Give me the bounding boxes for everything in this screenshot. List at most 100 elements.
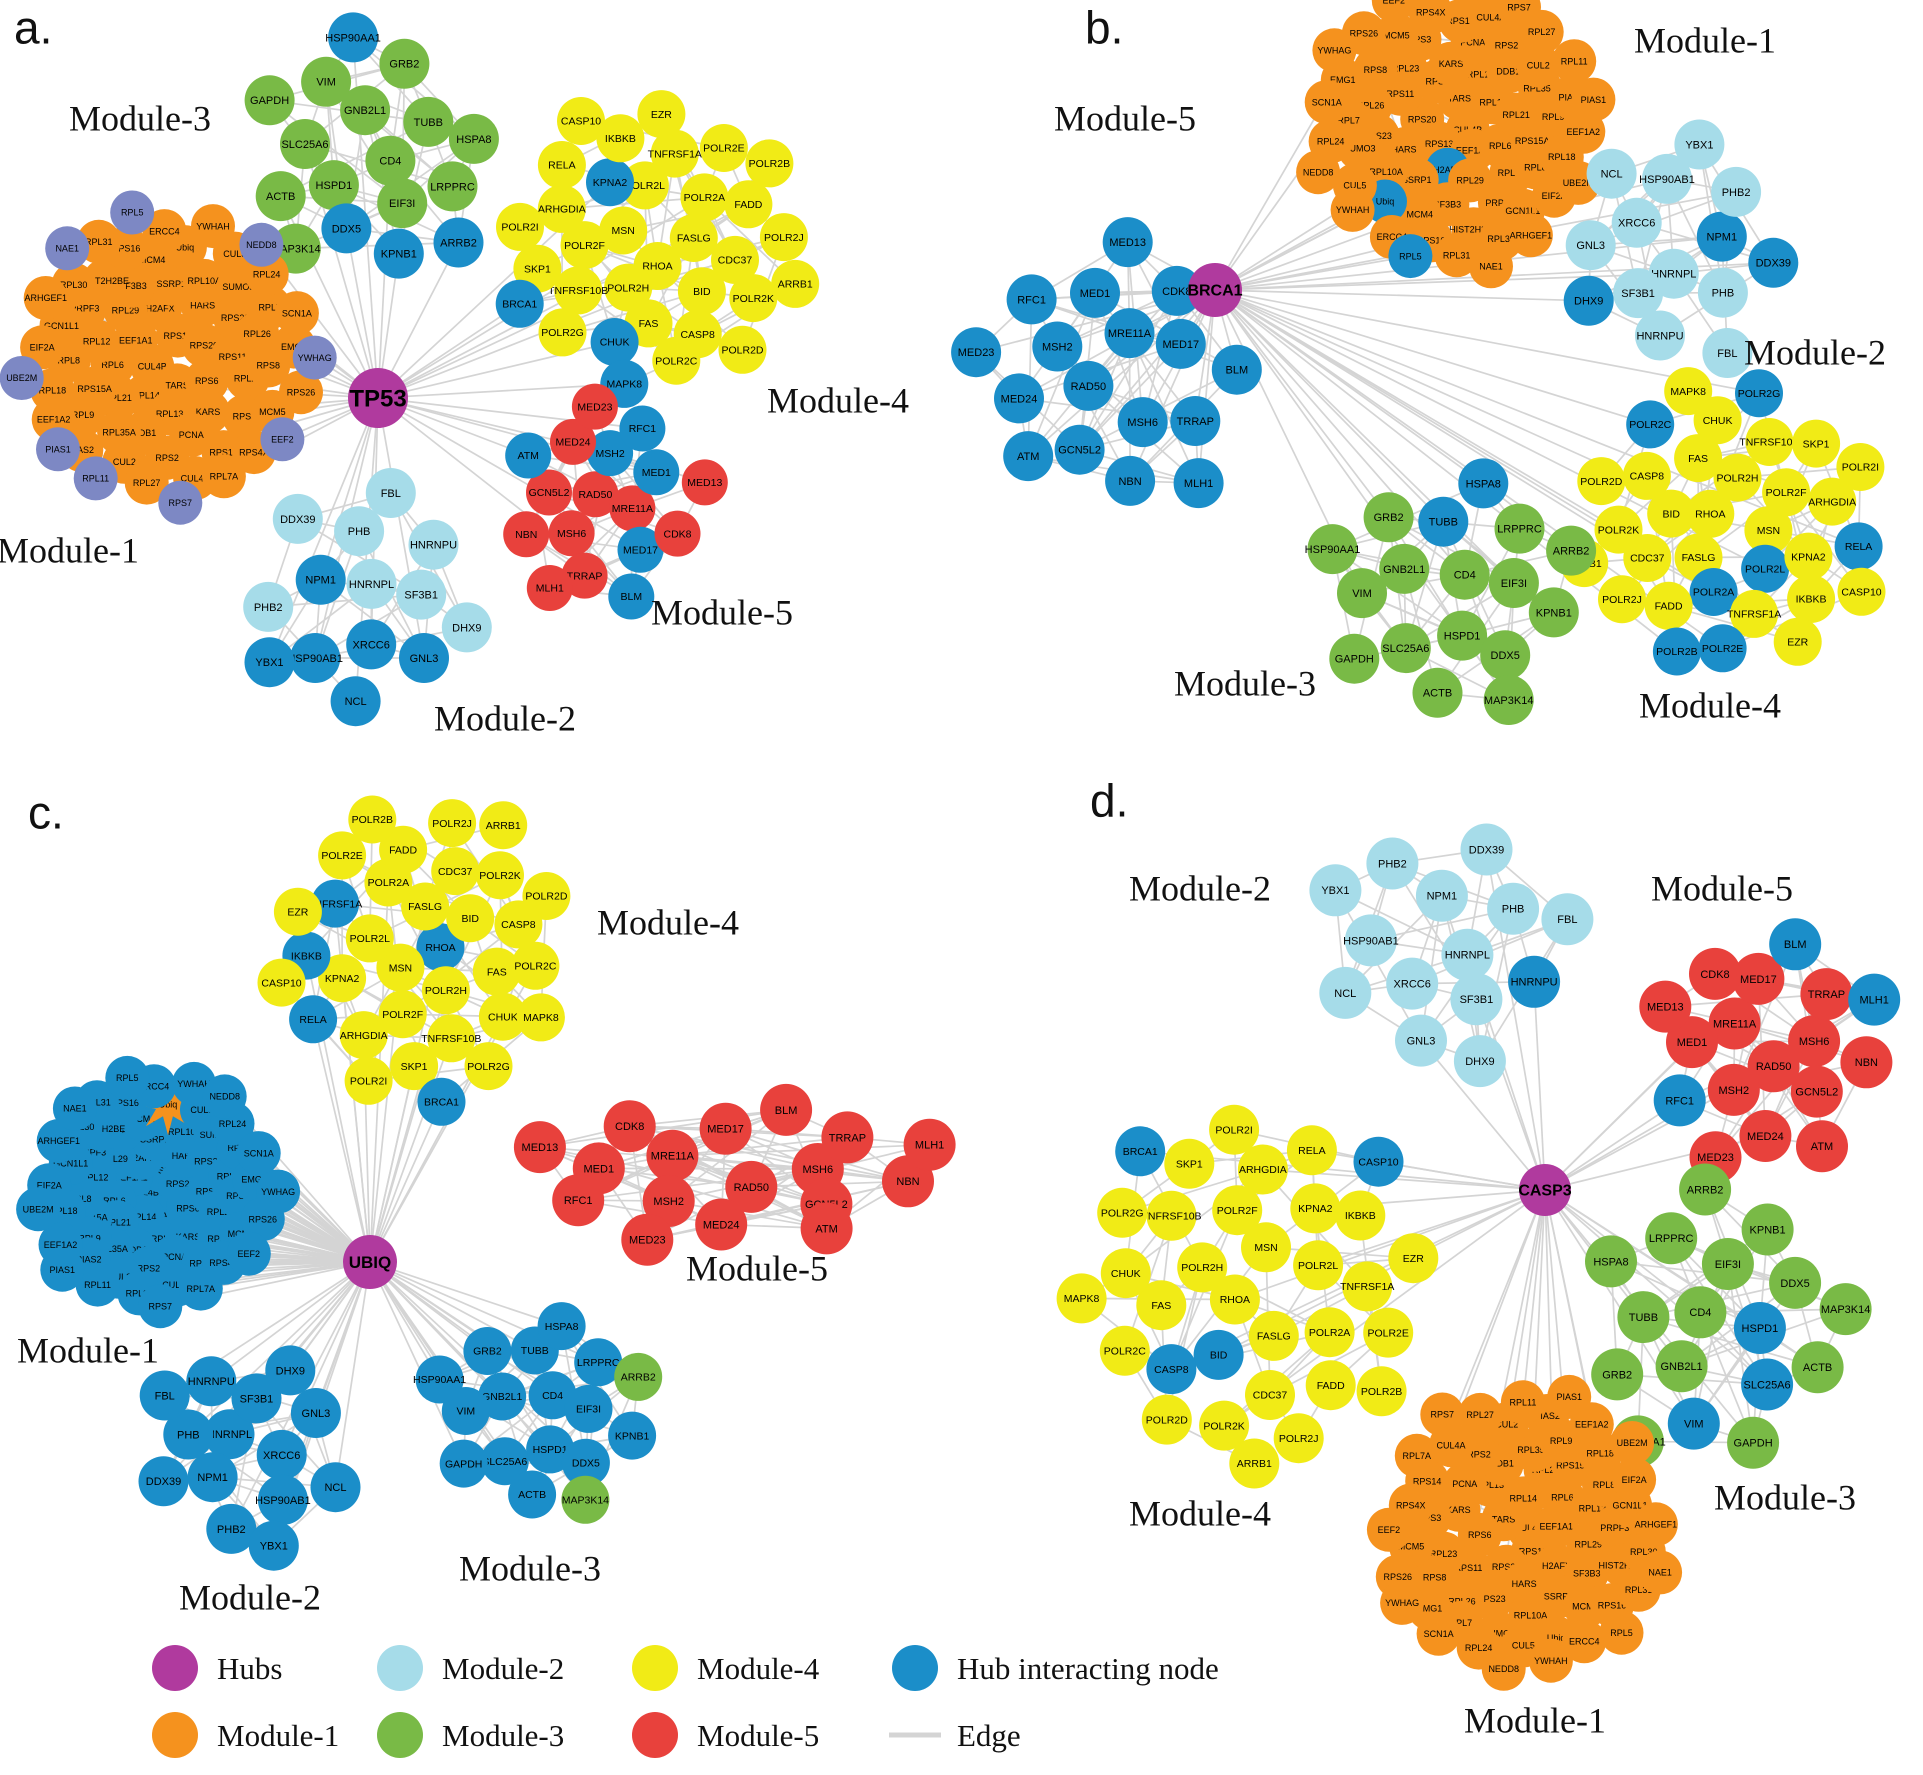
nodes-panel-b: CUL4BRPS13TARSEEF1A1RPS20RPL14H2AFXRPS6R…	[951, 0, 1886, 725]
node-MRE11A	[1104, 308, 1155, 359]
node-GCN5L2	[526, 469, 572, 516]
node-POLR2L	[345, 914, 394, 963]
node-NPM1	[1696, 211, 1747, 262]
hub-edge	[1027, 289, 1216, 457]
node-POLR2C	[1099, 1325, 1150, 1376]
hub-edge	[1234, 1189, 1546, 1301]
hub-edge	[1214, 289, 1619, 531]
node-PHB2	[1366, 837, 1419, 890]
node-POLR2G	[1735, 369, 1783, 418]
node-ACTB	[255, 171, 306, 222]
edge	[1094, 292, 1196, 422]
node-HNRNPU	[1635, 310, 1685, 361]
hub-edge	[377, 397, 641, 551]
node-PIAS1	[1571, 77, 1616, 122]
node-MAPK8	[516, 993, 565, 1042]
node-ARHGDIA	[537, 184, 586, 233]
node-CASP10	[257, 958, 306, 1007]
node-KPNB1	[373, 228, 424, 279]
node-ARRB1	[771, 259, 820, 308]
node-HSP90AA1	[328, 12, 379, 63]
node-TRRAP	[821, 1111, 874, 1164]
node-EEF2	[226, 1231, 271, 1276]
node-MSH6	[548, 510, 595, 557]
node-TUBB	[1617, 1291, 1670, 1344]
node-MED24	[550, 418, 596, 465]
legend-swatch-module-4	[632, 1645, 678, 1691]
node-POLR2K	[729, 274, 778, 323]
node-EZR	[1773, 617, 1822, 666]
node-MSH6	[1117, 397, 1168, 448]
node-RELA	[537, 141, 586, 189]
node-POLR2F	[1212, 1185, 1263, 1236]
node-CDC37	[431, 847, 480, 896]
node-HSP90AB1	[1642, 153, 1692, 204]
node-GAPDH	[439, 1439, 488, 1488]
node-DHX9	[441, 602, 492, 653]
node-RPS7	[138, 1284, 183, 1329]
node-GCN5L2	[1790, 1065, 1843, 1118]
node-CDC37	[1245, 1370, 1295, 1420]
node-VIM	[301, 56, 352, 107]
edge	[1692, 1263, 1729, 1424]
node-KPNB1	[608, 1411, 657, 1460]
edge	[1727, 1263, 1754, 1443]
hub-edge	[1214, 272, 1674, 291]
node-YWHAH	[1330, 187, 1375, 232]
node-POLR2K	[476, 851, 524, 900]
node-BLM	[1769, 918, 1822, 971]
node-NEDD8	[202, 1074, 247, 1119]
node-EIF3I	[564, 1384, 613, 1433]
node-TNFRSF10B	[554, 266, 603, 315]
node-RPL27	[1458, 1392, 1503, 1437]
node-CUL2	[1516, 43, 1561, 88]
node-BID	[677, 267, 726, 316]
node-VIM	[1667, 1397, 1720, 1450]
node-MAP3K14	[1483, 675, 1534, 725]
node-RPL11	[73, 456, 118, 501]
hub-edge	[1214, 289, 1651, 426]
node-NPM1	[295, 554, 346, 605]
edge	[1733, 943, 1796, 1091]
node-CASP8	[1146, 1344, 1197, 1395]
node-ATM	[1796, 1120, 1848, 1173]
node-LRPPRC	[1645, 1212, 1698, 1265]
node-EIF3I	[377, 178, 428, 229]
node-NBN	[1840, 1036, 1893, 1089]
node-FAS	[1674, 434, 1723, 483]
node-RPL5	[1388, 234, 1433, 279]
node-POLR2I	[1836, 443, 1885, 491]
node-NEDD8	[239, 222, 284, 267]
node-DDX5	[1480, 630, 1531, 681]
node-RAD50	[725, 1160, 778, 1213]
node-PIAS1	[40, 1247, 85, 1292]
node-SLC25A6	[1380, 623, 1431, 674]
node-FADD	[1644, 581, 1693, 630]
edge	[1643, 1316, 1818, 1369]
node-GAPDH	[1727, 1416, 1780, 1469]
node-PHB	[1487, 882, 1540, 935]
node-PHB2	[1711, 166, 1762, 217]
hub-edge	[334, 1261, 371, 1488]
legend-swatch-module-2	[377, 1645, 423, 1691]
hub-edge	[1214, 289, 1859, 548]
node-RELA	[289, 995, 338, 1044]
node-HNRNPL	[204, 1409, 255, 1460]
legend-swatch-module-5	[632, 1712, 678, 1758]
node-ARHGEF1	[23, 276, 68, 320]
node-HSPA8	[448, 113, 499, 164]
node-TRRAP	[561, 552, 608, 599]
node-HSP90AA1	[1307, 524, 1358, 575]
node-MAPK8	[1056, 1273, 1107, 1324]
node-MED13	[1639, 980, 1692, 1033]
node-POLR2J	[1273, 1413, 1324, 1464]
hub-edge	[1317, 1189, 1546, 1267]
node-RAD50	[1063, 360, 1114, 411]
node-RPL5	[105, 1055, 150, 1100]
hub-edge	[369, 1261, 465, 1464]
node-SLC25A6	[280, 119, 330, 169]
node-BRCA1	[495, 279, 544, 328]
node-CHUK	[478, 992, 527, 1041]
node-GAPDH	[244, 75, 295, 126]
hub-edge	[377, 383, 625, 399]
